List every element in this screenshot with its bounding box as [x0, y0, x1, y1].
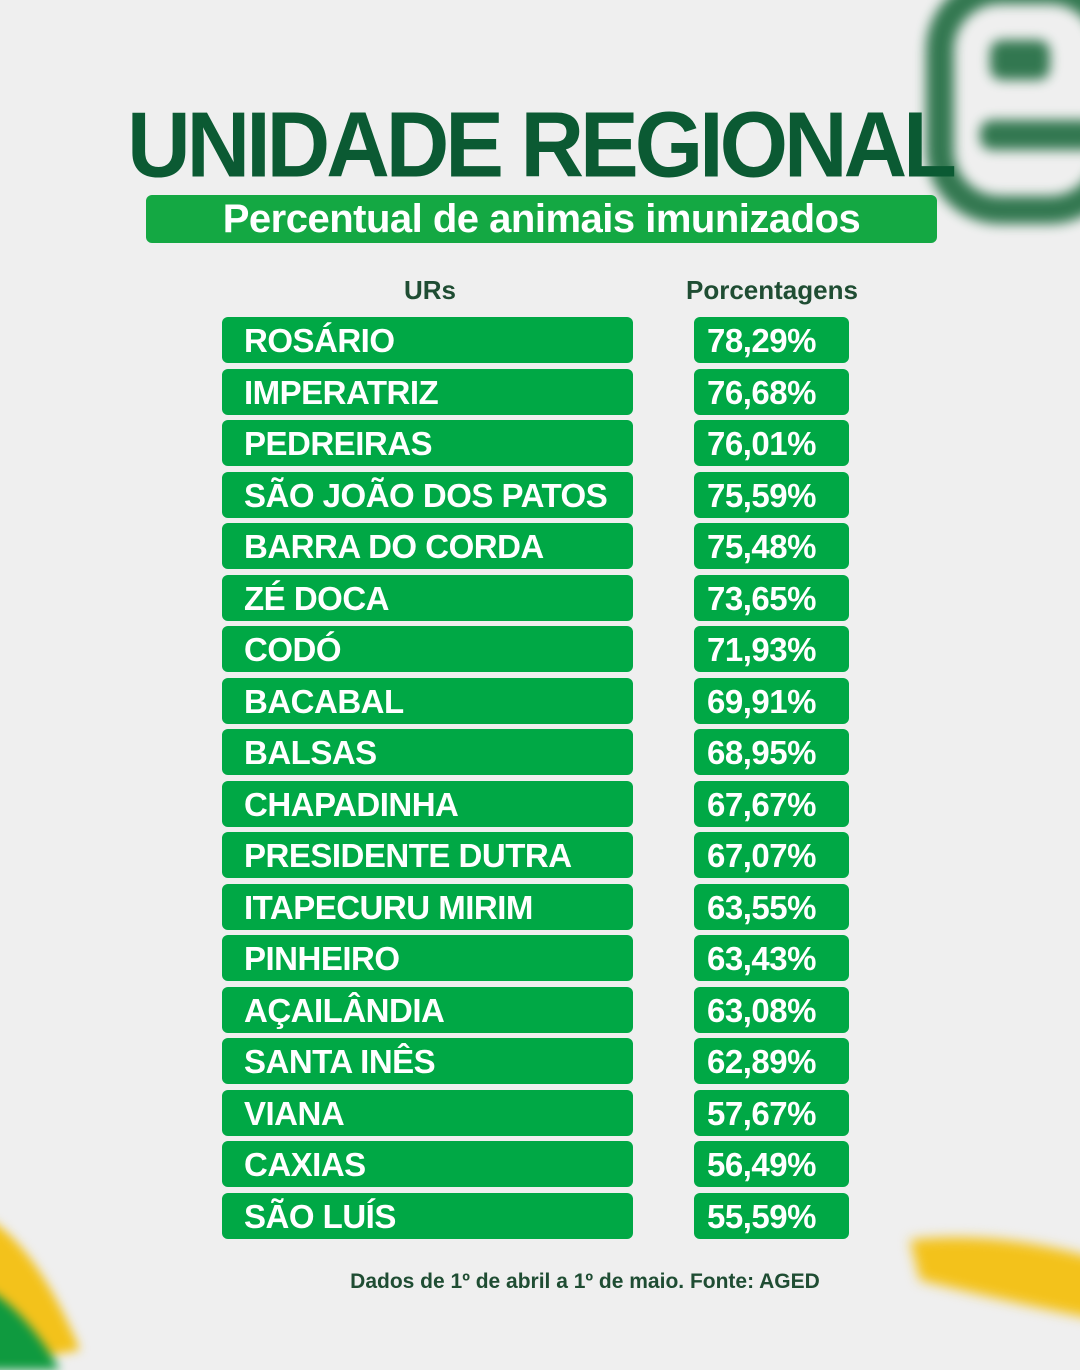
ur-name: ZÉ DOCA	[222, 574, 633, 621]
ur-percentage: 63,43%	[694, 935, 849, 981]
ur-name: PEDREIRAS	[222, 420, 633, 466]
table-row: IMPERATRIZ 76,68%	[222, 368, 850, 415]
ur-percentage: 75,59%	[694, 471, 849, 518]
table-row: PEDREIRAS 76,01%	[222, 420, 850, 466]
column-header-urs: URs	[404, 275, 457, 305]
table-row: SÃO LUÍS 55,59%	[222, 1192, 850, 1239]
ur-percentage: 78,29%	[694, 317, 849, 363]
table-row: ITAPECURU MIRIM 63,55%	[222, 883, 850, 930]
ur-name: BACABAL	[222, 677, 633, 724]
table-row: PINHEIRO 63,43%	[222, 935, 850, 981]
ur-name: AÇAILÂNDIA	[222, 986, 633, 1033]
ur-percentage: 76,01%	[694, 420, 849, 466]
ur-percentage: 56,49%	[694, 1141, 849, 1187]
page-title: UNIDADE REGIONAL	[127, 92, 957, 197]
ur-percentage: 55,59%	[694, 1192, 849, 1239]
ur-name: CHAPADINHA	[222, 780, 633, 827]
ur-name: SÃO JOÃO DOS PATOS	[222, 471, 633, 518]
ur-name: ITAPECURU MIRIM	[222, 883, 633, 930]
table-row: ZÉ DOCA 73,65%	[222, 574, 850, 621]
ur-percentage: 63,55%	[694, 883, 849, 930]
ur-percentage: 73,65%	[694, 574, 849, 621]
table-row: SANTA INÊS 62,89%	[222, 1038, 850, 1084]
ur-percentage: 67,67%	[694, 780, 849, 827]
ur-name: CODÓ	[222, 626, 633, 672]
ur-name: BARRA DO CORDA	[222, 523, 633, 569]
ur-percentage: 75,48%	[694, 523, 849, 569]
column-header-porcentagens: Porcentagens	[686, 275, 858, 305]
table-row: VIANA 57,67%	[222, 1089, 850, 1136]
ur-percentage: 76,68%	[694, 368, 849, 415]
ur-name: BALSAS	[222, 729, 633, 775]
ur-name: IMPERATRIZ	[222, 368, 633, 415]
ur-percentage: 68,95%	[694, 729, 849, 775]
ur-percentage: 62,89%	[694, 1038, 849, 1084]
ur-name: PINHEIRO	[222, 935, 633, 981]
ur-name: VIANA	[222, 1089, 633, 1136]
table-row: CHAPADINHA 67,67%	[222, 780, 850, 827]
table-row: ROSÁRIO 78,29%	[222, 317, 850, 363]
ur-name: ROSÁRIO	[222, 317, 633, 363]
table-row: AÇAILÂNDIA 63,08%	[222, 986, 850, 1033]
table-row: BARRA DO CORDA 75,48%	[222, 523, 850, 569]
ur-name: SANTA INÊS	[222, 1038, 633, 1084]
table-row: PRESIDENTE DUTRA 67,07%	[222, 832, 850, 878]
table-row: SÃO JOÃO DOS PATOS 75,59%	[222, 471, 850, 518]
ur-percentage: 57,67%	[694, 1089, 849, 1136]
table-row: CAXIAS 56,49%	[222, 1141, 850, 1187]
decorative-emblem-top-right	[926, 0, 1080, 224]
ur-percentage: 67,07%	[694, 832, 849, 878]
table-row: BALSAS 68,95%	[222, 729, 850, 775]
ur-table: ROSÁRIO 78,29% IMPERATRIZ 76,68% PEDREIRAS…	[222, 317, 850, 1244]
source-footnote: Dados de 1º de abril a 1º de maio. Fonte…	[350, 1270, 820, 1293]
decorative-stripe-bottom-right	[910, 1237, 1080, 1316]
ur-percentage: 71,93%	[694, 626, 849, 672]
subtitle-banner: Percentual de animais imunizados	[146, 195, 937, 243]
table-row: BACABAL 69,91%	[222, 677, 850, 724]
ur-percentage: 63,08%	[694, 986, 849, 1033]
ur-name: CAXIAS	[222, 1141, 633, 1187]
ur-percentage: 69,91%	[694, 677, 849, 724]
ur-name: SÃO LUÍS	[222, 1192, 633, 1239]
ur-name: PRESIDENTE DUTRA	[222, 832, 633, 878]
table-row: CODÓ 71,93%	[222, 626, 850, 672]
